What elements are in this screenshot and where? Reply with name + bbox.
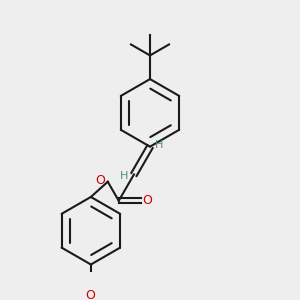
Text: O: O: [142, 194, 152, 207]
Text: O: O: [95, 174, 105, 187]
Text: O: O: [85, 289, 95, 300]
Text: H: H: [155, 140, 164, 150]
Text: H: H: [120, 171, 129, 181]
